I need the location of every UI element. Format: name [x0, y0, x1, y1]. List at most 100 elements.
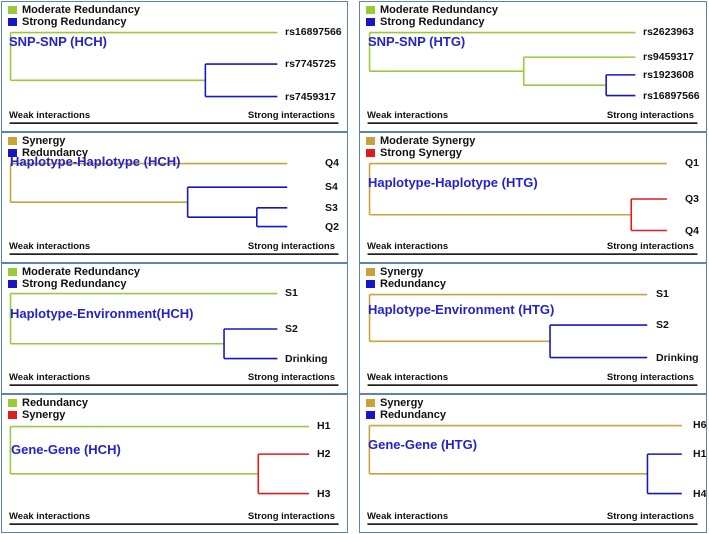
strong-interactions-label: Strong interactions — [606, 511, 694, 522]
panel-hap-hch: Synergy Redundancy Haplotype-Haplotype (HC… — [1, 132, 348, 263]
branch-1 — [522, 56, 636, 86]
branch-0 — [368, 162, 667, 216]
branch-0 — [9, 162, 288, 203]
legend-label: Strong Redundancy — [22, 278, 127, 290]
legend-label: Strong Synergy — [380, 147, 462, 159]
leaf-label: Q4 — [685, 225, 700, 237]
panel-title: Haplotype-Haplotype (HCH) — [10, 154, 181, 169]
panel-title: Haplotype-Haplotype (HTG) — [368, 175, 538, 190]
dendrogram-tree — [9, 162, 339, 255]
branch-0 — [9, 425, 310, 475]
weak-interactions-label: Weak interactions — [367, 511, 449, 522]
legend-swatch — [366, 268, 375, 276]
panel-title: Haplotype-Environment(HCH) — [10, 306, 194, 321]
strong-interactions-label: Strong interactions — [247, 372, 335, 383]
legend-swatch — [8, 18, 17, 26]
weak-interactions-label: Weak interactions — [9, 372, 91, 383]
legend-swatch — [366, 149, 375, 157]
branch-1 — [186, 186, 288, 218]
strong-interactions-label: Strong interactions — [606, 110, 694, 121]
dendrogram-tree — [367, 424, 698, 525]
dendrogram-tree — [367, 31, 698, 124]
branch-1 — [646, 453, 682, 495]
legend-label: Redundancy — [380, 409, 447, 421]
legend-swatch — [366, 411, 375, 419]
leaf-label: rs1923608 — [643, 69, 694, 81]
branch-2 — [256, 207, 288, 228]
legend-swatch — [366, 280, 375, 288]
branch-1 — [257, 453, 310, 495]
branch-0 — [9, 292, 278, 345]
branch-1 — [204, 63, 278, 98]
leaf-label: Drinking — [285, 353, 328, 365]
weak-interactions-label: Weak interactions — [367, 372, 449, 383]
leaf-label: S4 — [325, 181, 338, 193]
panel-gene-hch: Redundancy Synergy Gene-Gene (HCH) H1 H2 H3 We… — [1, 394, 348, 533]
leaf-label: Drinking — [656, 352, 699, 364]
legend-label: Moderate Redundancy — [380, 4, 498, 16]
leaf-label: S2 — [285, 323, 298, 335]
leaf-label: H4 — [693, 488, 707, 500]
legend-label: Synergy — [380, 397, 424, 409]
leaf-label: H3 — [317, 488, 331, 500]
leaf-label: Q1 — [685, 157, 700, 169]
branch-1 — [630, 198, 667, 232]
panel-env-hch: Moderate Redundancy Strong Redundancy Hapl… — [1, 263, 348, 394]
legend-swatch — [8, 149, 17, 157]
legend-swatch — [8, 399, 17, 407]
strong-interactions-label: Strong interactions — [247, 511, 335, 522]
legend-swatch — [8, 268, 17, 276]
panel-snp-htg: Moderate Redundancy Strong Redundancy SNP-… — [359, 1, 707, 132]
branch-2 — [605, 74, 636, 97]
strong-interactions-label: Strong interactions — [247, 241, 335, 252]
panel-hap-htg: Moderate Synergy Strong Synergy Haplotype-… — [359, 132, 707, 263]
panel-title: Haplotype-Environment (HTG) — [368, 302, 555, 317]
legend-swatch — [366, 399, 375, 407]
dendrogram-tree — [9, 425, 339, 525]
panel-gene-htg: Synergy Redundancy Gene-Gene (HTG) H6 H1 H4 We… — [359, 394, 707, 533]
legend-swatch — [8, 6, 17, 14]
leaf-label: S1 — [656, 288, 669, 300]
leaf-label: H1 — [693, 448, 707, 460]
panel-title: Gene-Gene (HCH) — [11, 442, 121, 457]
strong-interactions-label: Strong interactions — [247, 110, 335, 121]
leaf-label: rs9459317 — [643, 51, 694, 63]
legend-label: Synergy — [22, 135, 66, 147]
leaf-label: rs16897566 — [643, 90, 700, 102]
leaf-label: H1 — [317, 420, 331, 432]
leaf-label: Q2 — [325, 221, 340, 233]
leaf-label: S1 — [285, 287, 298, 299]
dendrogram-tree — [9, 292, 339, 386]
panel-title: SNP-SNP (HCH) — [9, 34, 107, 49]
legend-label: Moderate Synergy — [380, 135, 476, 147]
branch-1 — [223, 328, 278, 360]
panel-snp-hch: Moderate Redundancy Strong Redundancy SNP-… — [1, 1, 348, 132]
leaf-label: Q4 — [325, 157, 340, 169]
leaf-label: H2 — [317, 448, 331, 460]
legend-label: Redundancy — [22, 147, 89, 159]
legend-label: Synergy — [22, 409, 66, 421]
strong-interactions-label: Strong interactions — [606, 372, 694, 383]
legend-label: Moderate Redundancy — [22, 4, 140, 16]
branch-0 — [9, 31, 278, 82]
legend-label: Strong Redundancy — [22, 16, 127, 28]
legend-label: Strong Redundancy — [380, 16, 485, 28]
legend-swatch — [366, 137, 375, 145]
legend-label: Redundancy — [380, 278, 447, 290]
legend-label: Moderate Redundancy — [22, 266, 140, 278]
leaf-label: rs16897566 — [285, 26, 342, 38]
leaf-label: S2 — [656, 319, 669, 331]
strong-interactions-label: Strong interactions — [606, 241, 694, 252]
leaf-label: H6 — [693, 419, 707, 431]
leaf-label: S3 — [325, 202, 338, 214]
panel-title: SNP-SNP (HTG) — [368, 34, 466, 49]
weak-interactions-label: Weak interactions — [367, 110, 449, 121]
weak-interactions-label: Weak interactions — [367, 241, 449, 252]
panel-env-htg: Synergy Redundancy Haplotype-Environment (… — [359, 263, 707, 394]
branch-1 — [549, 324, 648, 359]
legend-label: Redundancy — [22, 397, 89, 409]
weak-interactions-label: Weak interactions — [9, 241, 91, 252]
leaf-label: rs7745725 — [285, 58, 336, 70]
leaf-label: rs7459317 — [285, 91, 336, 103]
